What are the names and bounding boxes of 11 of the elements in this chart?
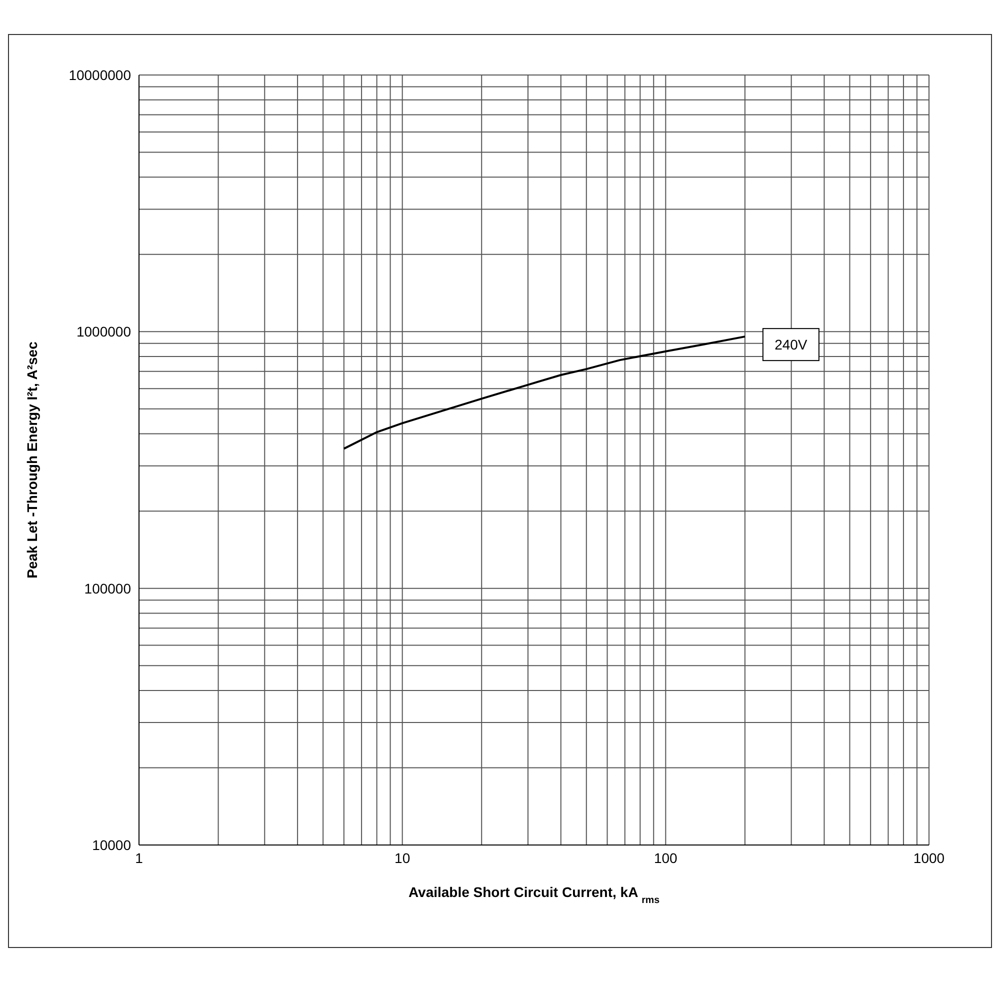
y-tick-label: 1000000 bbox=[76, 324, 132, 340]
y-axis-title: Peak Let -Through Energy I²t, A²sec bbox=[24, 341, 40, 578]
x-tick-label: 10 bbox=[394, 850, 410, 866]
x-tick-label: 1 bbox=[135, 850, 144, 866]
y-tick-label: 10000000 bbox=[68, 66, 132, 83]
x-tick-label: 1000 bbox=[913, 850, 945, 866]
x-axis-title: Available Short Circuit Current, kA $_{rms}$ bbox=[408, 884, 660, 906]
text: 240V bbox=[774, 336, 808, 353]
y-tick-label: 10000 bbox=[92, 836, 132, 853]
y-tick-label: 100000 bbox=[84, 580, 132, 596]
x-tick-label: 100 bbox=[654, 850, 678, 866]
